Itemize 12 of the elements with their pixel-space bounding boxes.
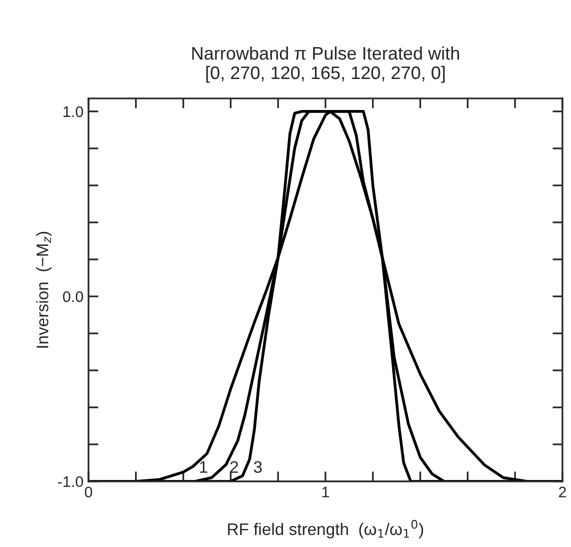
x-tick-label: 0 xyxy=(84,486,92,498)
chart-title: Narrowband π Pulse Iterated with [0, 270, 120, 165, 120, 270, 0] xyxy=(192,46,459,83)
y-axis-title: Inversion (−M$_{z}$) xyxy=(36,232,52,348)
annotation: 1 xyxy=(200,461,208,473)
y-tick-label: -1.0 xyxy=(58,476,84,488)
x-tick-label: 2 xyxy=(558,486,566,498)
annotation: 3 xyxy=(254,461,262,473)
y-tick-label: 1.0 xyxy=(64,106,84,118)
y-tick-label: 0.0 xyxy=(63,291,84,302)
x-axis-title: RF field strength (ω$_{1}$/ω$_{1}$$^{0}$) xyxy=(228,520,424,538)
annotation: 2 xyxy=(230,461,238,473)
x-tick-label: 1 xyxy=(322,486,329,498)
